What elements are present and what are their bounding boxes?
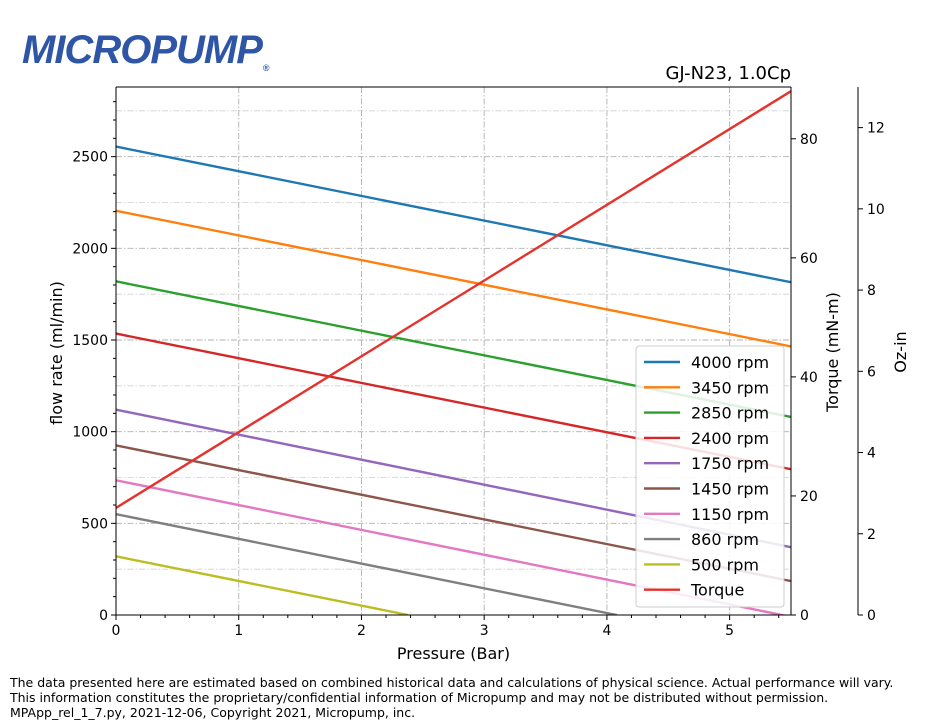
torque-tick-label: 20 bbox=[800, 489, 818, 505]
y-tick-label: 1000 bbox=[72, 425, 108, 441]
torque-tick-label: 60 bbox=[800, 251, 818, 267]
y-tick-label: 0 bbox=[99, 608, 108, 624]
performance-chart: 0 1 2 3 4 50500100015002000250002040608002468… bbox=[47, 63, 910, 663]
chart-title: GJ-N23, 1.0Cp bbox=[665, 63, 791, 84]
oz-in-tick-label: 6 bbox=[867, 364, 876, 380]
torque-axis-label: Torque (mN-m) bbox=[823, 292, 842, 413]
x-tick-label: 4 bbox=[602, 623, 611, 639]
micropump-logo: MICROPUMP® bbox=[22, 28, 269, 73]
registered-mark: ® bbox=[262, 63, 270, 73]
y-axis-label: flow rate (ml/min) bbox=[47, 281, 66, 425]
y-tick-label: 500 bbox=[81, 516, 108, 532]
series-line-500-rpm bbox=[116, 555, 409, 615]
legend-label: 2400 rpm bbox=[691, 429, 769, 448]
disclaimer-line-2: This information constitutes the proprie… bbox=[10, 690, 829, 705]
legend-label: 1450 rpm bbox=[691, 480, 769, 499]
disclaimer-line-3: MPApp_rel_1_7.py, 2021-12-06, Copyright … bbox=[10, 705, 416, 720]
legend-label: 860 rpm bbox=[691, 530, 759, 549]
oz-in-tick-label: 0 bbox=[867, 608, 876, 624]
legend-box bbox=[635, 345, 785, 608]
oz-in-tick-label: 2 bbox=[867, 527, 876, 543]
x-tick-label: 0 bbox=[112, 623, 121, 639]
x-axis-label: Pressure (Bar) bbox=[397, 644, 510, 663]
series-line-3450-rpm bbox=[116, 209, 791, 348]
logo-text: MICROPUMP bbox=[22, 28, 263, 72]
series-line-860-rpm bbox=[116, 512, 617, 615]
legend-label: 1750 rpm bbox=[691, 454, 769, 473]
torque-tick-label: 80 bbox=[800, 132, 818, 148]
legend-label: 2850 rpm bbox=[691, 404, 769, 423]
series-line-torque bbox=[116, 90, 791, 509]
series-line-4000-rpm bbox=[116, 145, 791, 284]
legend-label: Torque bbox=[690, 581, 744, 600]
torque-tick-label: 40 bbox=[800, 370, 818, 386]
legend-label: 500 rpm bbox=[691, 555, 759, 574]
disclaimer-footer: The data presented here are estimated ba… bbox=[10, 675, 893, 720]
y-tick-label: 2000 bbox=[72, 241, 108, 257]
y-tick-label: 2500 bbox=[72, 150, 108, 166]
disclaimer-line-1: The data presented here are estimated ba… bbox=[10, 675, 894, 690]
torque-tick-label: 0 bbox=[800, 608, 809, 624]
oz-in-tick-label: 8 bbox=[867, 283, 876, 299]
x-tick-label: 3 bbox=[480, 623, 489, 639]
oz-in-tick-label: 12 bbox=[867, 121, 885, 137]
x-tick-label: 2 bbox=[357, 623, 366, 639]
oz-in-tick-label: 10 bbox=[867, 202, 885, 218]
legend-label: 4000 rpm bbox=[691, 353, 769, 372]
y-tick-label: 1500 bbox=[72, 333, 108, 349]
legend-label: 3450 rpm bbox=[691, 378, 769, 397]
legend-label: 1150 rpm bbox=[691, 505, 769, 524]
oz-in-axis-label: Oz-in bbox=[891, 331, 910, 372]
x-tick-label: 1 bbox=[234, 623, 243, 639]
oz-in-tick-label: 4 bbox=[867, 446, 876, 462]
x-tick-label: 5 bbox=[725, 623, 734, 639]
